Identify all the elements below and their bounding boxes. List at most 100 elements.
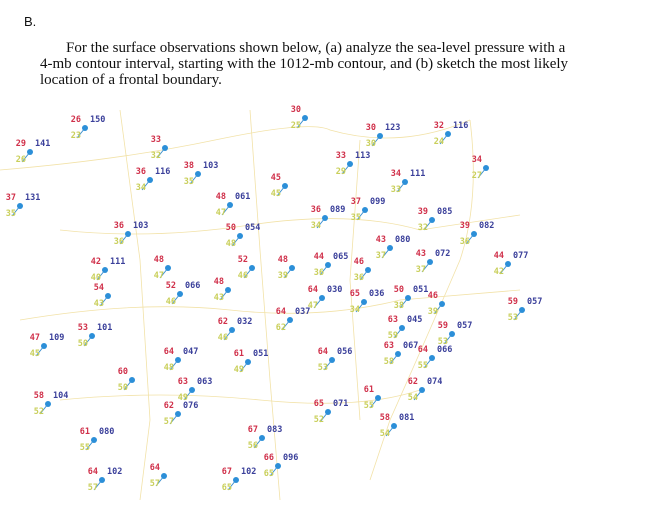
station-circle — [347, 161, 353, 167]
pressure: 080 — [99, 427, 114, 437]
station-circle — [45, 401, 51, 407]
dewpoint: 46 — [166, 297, 176, 307]
pressure: 057 — [527, 297, 542, 307]
station-circle — [237, 233, 243, 239]
pressure: 080 — [395, 235, 410, 245]
pressure: 056 — [337, 347, 352, 357]
dewpoint: 62 — [276, 323, 286, 333]
station-circle — [361, 299, 367, 305]
dewpoint: 24 — [434, 137, 444, 147]
dewpoint: 65 — [264, 469, 274, 479]
pressure: 067 — [403, 341, 418, 351]
station-circle — [175, 357, 181, 363]
station-circle — [162, 145, 168, 151]
pressure: 102 — [241, 467, 256, 477]
pressure: 051 — [413, 285, 428, 295]
station-circle — [429, 355, 435, 361]
station-circle — [519, 307, 525, 313]
station-circle — [129, 377, 135, 383]
temperature: 58 — [34, 391, 44, 401]
dewpoint: 25 — [291, 121, 301, 131]
pressure: 089 — [330, 205, 345, 215]
pressure: 081 — [399, 413, 414, 423]
temperature: 43 — [416, 249, 426, 259]
dewpoint: 37 — [416, 265, 426, 275]
pressure: 057 — [457, 321, 472, 331]
pressure: 030 — [327, 285, 342, 295]
station-circle — [395, 351, 401, 357]
dewpoint: 32 — [151, 151, 161, 161]
temperature: 44 — [314, 252, 324, 262]
temperature: 54 — [94, 283, 104, 293]
dewpoint: 34 — [136, 183, 146, 193]
station-circle — [483, 165, 489, 171]
temperature: 61 — [364, 385, 374, 395]
temperature: 63 — [178, 377, 188, 387]
border — [19, 289, 521, 321]
pressure: 111 — [410, 169, 425, 179]
station-circle — [165, 265, 171, 271]
temperature: 64 — [276, 307, 286, 317]
temperature: 50 — [394, 285, 404, 295]
dewpoint: 43 — [94, 299, 104, 309]
station-circle — [375, 395, 381, 401]
pressure: 103 — [203, 161, 218, 171]
borders — [0, 109, 521, 501]
pressure: 085 — [437, 207, 452, 217]
temperature: 48 — [216, 192, 226, 202]
temperature: 67 — [248, 425, 258, 435]
temperature: 30 — [366, 123, 376, 133]
border — [59, 389, 421, 404]
line: For the surface observations shown below… — [66, 40, 566, 56]
pressure: 074 — [427, 377, 442, 387]
station-circle — [89, 333, 95, 339]
station-circle — [419, 387, 425, 393]
temperature: 48 — [154, 255, 164, 265]
temperature: 46 — [354, 257, 364, 267]
pressure: 150 — [90, 115, 105, 125]
border — [59, 214, 521, 235]
temperature: 64 — [308, 285, 318, 295]
dewpoint: 49 — [234, 365, 244, 375]
pressure: 096 — [283, 453, 298, 463]
station-circle — [391, 423, 397, 429]
pressure: 131 — [25, 193, 40, 203]
temperature: 33 — [336, 151, 346, 161]
temperature: 48 — [278, 255, 288, 265]
pressure: 116 — [453, 121, 468, 131]
dewpoint: 47 — [308, 301, 318, 311]
dewpoint: 35 — [184, 177, 194, 187]
dewpoint: 65 — [222, 483, 232, 493]
dewpoint: 47 — [154, 271, 164, 281]
coast — [369, 119, 474, 481]
station-circle — [302, 115, 308, 121]
pressure: 051 — [253, 349, 268, 359]
station-circle — [399, 325, 405, 331]
temperature: 62 — [164, 401, 174, 411]
temperature: 61 — [234, 349, 244, 359]
station-circle — [325, 262, 331, 268]
dewpoint: 40 — [91, 273, 101, 283]
station-circle — [147, 177, 153, 183]
dewpoint: 39 — [428, 307, 438, 317]
station-circle — [275, 463, 281, 469]
station-circle — [259, 435, 265, 441]
temperature: 48 — [214, 277, 224, 287]
station-circle — [445, 131, 451, 137]
temperature: 45 — [271, 173, 281, 183]
station-circle — [161, 473, 167, 479]
temperature: 47 — [30, 333, 40, 343]
dewpoint: 39 — [278, 271, 288, 281]
temperature: 64 — [150, 463, 160, 473]
temperature: 64 — [164, 347, 174, 357]
dewpoint: 45 — [271, 189, 281, 199]
temperature: 29 — [16, 139, 26, 149]
temperature: 64 — [418, 345, 428, 355]
pressure: 116 — [155, 167, 170, 177]
dewpoint: 55 — [364, 401, 374, 411]
dewpoint: 26 — [16, 155, 26, 165]
pressure: 072 — [435, 249, 450, 259]
temperature: 67 — [222, 467, 232, 477]
dewpoint: 36 — [114, 237, 124, 247]
